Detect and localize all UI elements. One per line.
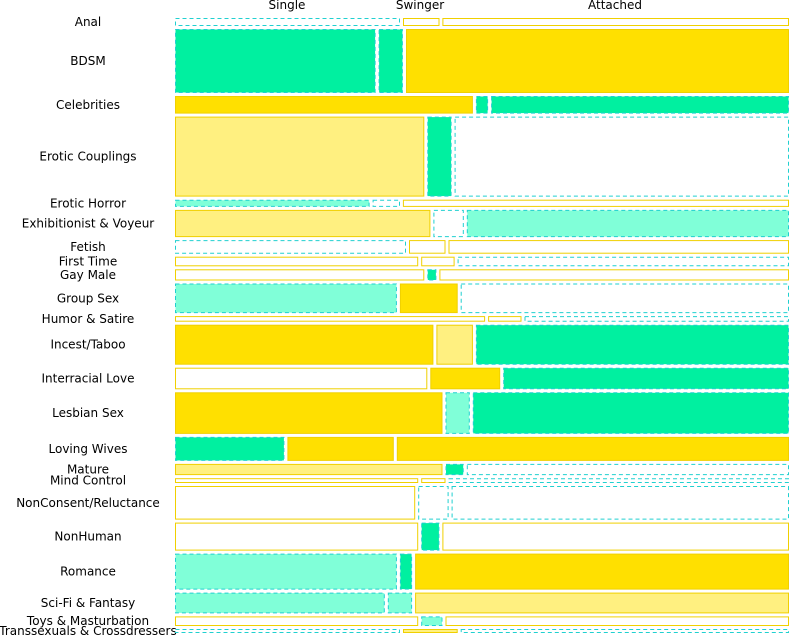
tile-erotic-horror-single [175,199,370,207]
row-label-anal: Anal [75,15,102,29]
tile-lesbian-sex-attached [472,392,789,434]
tile-humor-satire-attached [524,316,789,322]
tile-interracial-love-swinger [430,367,501,390]
row-label-humor-satire: Humor & Satire [42,312,135,326]
tile-fetish-single [175,240,406,254]
row-labels: Anal BDSM Celebrities Erotic Couplings Eroti… [0,15,177,636]
mosaic-tiles [175,18,789,633]
row-label-mind-control: Mind Control [50,474,126,488]
tile-transsexuals-crossdressers-swinger [403,629,458,633]
tile-humor-satire-swinger [488,316,522,322]
tile-loving-wives-attached [396,436,789,461]
row-label-nonconsent-reluctance: NonConsent/Reluctance [16,496,160,510]
tile-sci-fi-fantasy-single [175,592,385,614]
row-label-erotic-couplings: Erotic Couplings [39,150,136,164]
tile-mind-control-single [175,478,419,484]
tile-celebrities-swinger [475,96,489,114]
tile-nonconsent-reluctance-attached [451,486,789,520]
column-label-swinger: Swinger [396,0,444,12]
row-label-bdsm: BDSM [70,54,105,68]
row-label-first-time: First Time [59,255,117,269]
tile-nonhuman-single [175,522,419,551]
tile-transsexuals-crossdressers-single [175,629,400,633]
tile-romance-attached [415,553,789,590]
tile-interracial-love-attached [503,367,789,390]
tile-fetish-attached [448,240,789,254]
row-label-incest-taboo: Incest/Taboo [50,338,125,352]
row-label-group-sex: Group Sex [57,291,119,305]
row-label-erotic-horror: Erotic Horror [50,196,126,210]
tile-nonconsent-reluctance-single [175,486,416,520]
tile-group-sex-swinger [399,283,458,314]
tile-erotic-couplings-single [175,116,425,197]
tile-lesbian-sex-single [175,392,443,434]
tile-celebrities-single [175,96,473,114]
tile-gay-male-single [175,269,425,281]
tile-toys-masturbation-swinger [421,616,443,627]
tile-gay-male-attached [439,269,789,281]
row-label-mature: Mature [67,463,109,477]
tile-romance-single [175,553,397,590]
tile-exhibitionist-voyeur-single [175,209,431,238]
tile-sci-fi-fantasy-attached [415,592,789,614]
tile-mature-single [175,463,443,476]
row-label-gay-male: Gay Male [60,268,116,282]
tile-group-sex-attached [460,283,789,314]
tile-incest-taboo-single [175,324,434,365]
tile-romance-swinger [399,553,413,590]
tile-group-sex-single [175,283,397,314]
tile-erotic-couplings-attached [454,116,789,197]
tile-anal-swinger [403,18,440,26]
tile-exhibitionist-voyeur-attached [466,209,789,238]
tile-sci-fi-fantasy-swinger [387,592,413,614]
tile-first-time-attached [457,256,789,267]
column-labels: Single Swinger Attached [269,0,642,12]
tile-anal-single [175,18,400,26]
row-label-interracial-love: Interracial Love [42,372,135,386]
tile-incest-taboo-swinger [436,324,473,365]
tile-exhibitionist-voyeur-swinger [433,209,464,238]
column-label-single: Single [269,0,306,12]
row-label-lesbian-sex: Lesbian Sex [52,406,124,420]
tile-bdsm-attached [406,29,789,93]
tile-mind-control-swinger [421,478,446,484]
tile-toys-masturbation-single [175,616,419,627]
tile-erotic-horror-swinger [372,199,401,207]
row-label-nonhuman: NonHuman [54,530,121,544]
row-label-sci-fi-fantasy: Sci-Fi & Fantasy [41,596,135,610]
tile-incest-taboo-attached [475,324,789,365]
tile-interracial-love-single [175,367,428,390]
tile-erotic-horror-attached [402,199,789,207]
tile-erotic-couplings-swinger [427,116,452,197]
row-label-celebrities: Celebrities [56,98,120,112]
tile-nonhuman-attached [442,522,789,551]
tile-bdsm-swinger [378,29,403,93]
tile-mature-swinger [445,463,464,476]
tile-gay-male-swinger [427,269,437,281]
row-label-romance: Romance [60,565,116,579]
row-label-fetish: Fetish [70,240,106,254]
tile-first-time-single [175,256,419,267]
row-label-loving-wives: Loving Wives [49,442,128,456]
tile-toys-masturbation-attached [445,616,789,627]
tile-bdsm-single [175,29,376,93]
tile-fetish-swinger [409,240,446,254]
tile-anal-attached [442,18,789,26]
tile-mature-attached [466,463,789,476]
tile-nonhuman-swinger [421,522,440,551]
tile-loving-wives-single [175,436,285,461]
tile-first-time-swinger [421,256,455,267]
tile-humor-satire-single [175,316,486,322]
tile-celebrities-attached [491,96,789,114]
tile-loving-wives-swinger [287,436,394,461]
row-label-exhibitionist-voyeur: Exhibitionist & Voyeur [22,217,155,231]
column-label-attached: Attached [588,0,642,12]
tile-mind-control-attached [448,478,789,484]
row-label-toys-masturbation: Toys & Masturbation [26,614,149,628]
tile-lesbian-sex-swinger [445,392,470,434]
tile-transsexuals-crossdressers-attached [460,629,789,633]
tile-nonconsent-reluctance-swinger [418,486,449,520]
row-label-transsexuals-crossdressers: Transsexuals & Crossdressers [0,624,177,636]
